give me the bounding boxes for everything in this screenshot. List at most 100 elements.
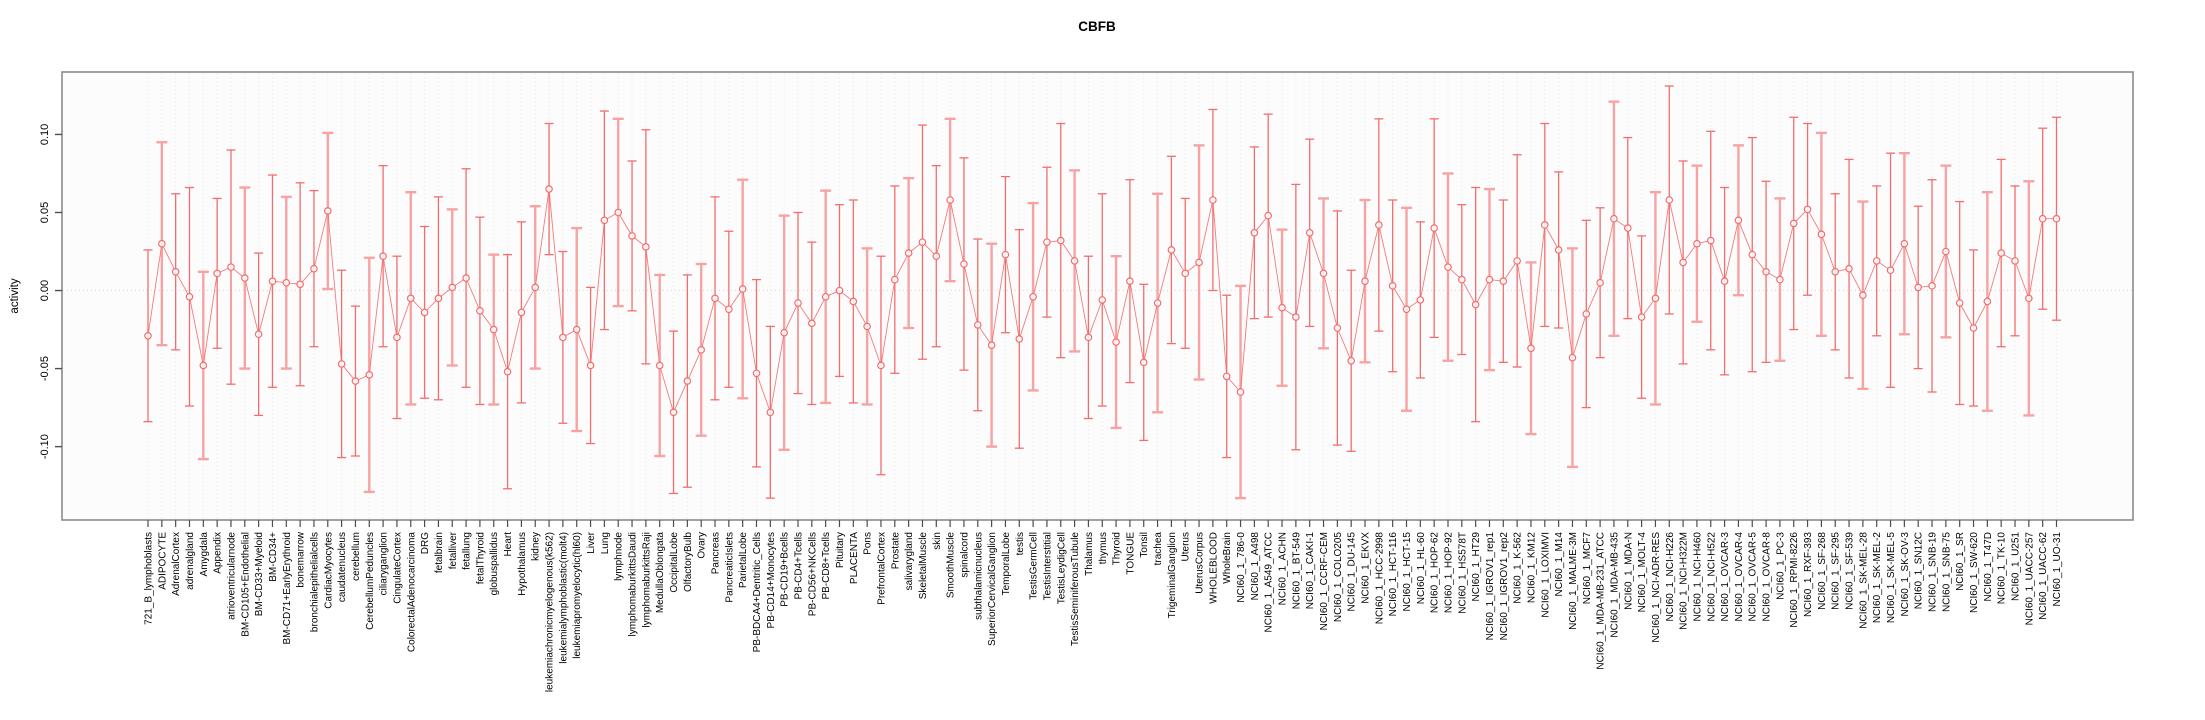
- x-tick-label: leukemiachronicmyelogenous(k562): [545, 532, 556, 692]
- data-point: [1997, 249, 2005, 257]
- x-tick-label: BM-CD34+: [268, 532, 279, 582]
- data-point: [1942, 247, 1950, 256]
- x-tick-label: BM-CD33+Myeloid: [254, 532, 265, 616]
- data-point: [1969, 324, 1978, 332]
- x-tick-label: atrioventricularnode: [226, 532, 237, 620]
- data-point: [1430, 224, 1438, 232]
- x-tick-label: Pons: [863, 532, 874, 555]
- x-tick-label: MedullaOblongata: [655, 532, 666, 614]
- x-tick-label: NCI60_1_NCI-H460: [1692, 532, 1703, 622]
- data-point: [863, 322, 871, 331]
- x-tick-label: NCI60_1_SR: [1955, 532, 1966, 591]
- data-point: [1789, 219, 1798, 228]
- x-tick-label: NCI60_1_ACHN: [1278, 532, 1289, 605]
- x-tick-label: NCI60_1_TK-10: [1997, 532, 2008, 605]
- x-tick-label: TestisGermCell: [1029, 532, 1040, 600]
- x-tick-label: globuspallidus: [489, 532, 500, 595]
- data-point: [1001, 250, 1010, 259]
- x-tick-label: Pituitary: [835, 532, 846, 568]
- x-tick-label: PB-BDCA4+Dentritic_Cells: [752, 532, 763, 652]
- x-tick-label: trachea: [1153, 532, 1164, 566]
- data-point: [1444, 263, 1452, 271]
- data-point: [628, 232, 636, 240]
- data-point: [545, 185, 553, 193]
- x-tick-label: Ovary: [697, 532, 708, 559]
- x-tick-label: PB-CD4+Tcells: [793, 532, 804, 600]
- data-point: [1250, 228, 1259, 237]
- data-point: [1264, 211, 1273, 220]
- data-point: [1983, 297, 1992, 306]
- data-point: [614, 208, 623, 217]
- x-tick-label: NCI60_1_MDA-MB-231_ATCC: [1596, 532, 1607, 670]
- data-point: [158, 239, 166, 248]
- data-point: [1153, 299, 1162, 307]
- x-tick-label: Lung: [600, 532, 611, 554]
- x-tick-label: NCI60_1_BT-549: [1291, 532, 1302, 610]
- data-point: [987, 341, 996, 349]
- x-tick-label: lymphomaburkittsRaji: [641, 532, 652, 628]
- x-tick-label: fetalbrain: [434, 532, 445, 573]
- x-tick-label: Thyroid: [1112, 532, 1123, 565]
- data-point: [1292, 313, 1300, 321]
- x-tick-label: NCI60_1_NCI-H226: [1665, 532, 1676, 622]
- data-point: [1126, 277, 1134, 285]
- x-tick-label: NCI60_1_IGROV1_rep1: [1485, 532, 1496, 641]
- x-tick-label: leukemiapromyelocytic(hl60): [572, 532, 583, 659]
- data-point: [808, 319, 816, 328]
- x-tick-label: NCI60_1_SK-MEL-2: [1872, 532, 1883, 624]
- axis-layer: -0.10 -0.05 0.00 0.05 0.10 721_B_lymphoblasts…: [39, 124, 2063, 692]
- x-tick-label: Liver: [586, 531, 597, 553]
- x-tick-label: lymphnode: [614, 532, 625, 581]
- x-tick-label: Tonsil: [1139, 532, 1150, 558]
- data-point: [406, 294, 415, 303]
- x-tick-label: fetalliver: [448, 531, 459, 569]
- x-tick-label: NCI60_1_OVCAR-5: [1748, 532, 1759, 622]
- data-point: [725, 305, 733, 314]
- x-tick-label: Amygdala: [199, 532, 210, 577]
- x-tick-label: ParietalLobe: [738, 532, 749, 589]
- x-tick-label: PrefrontalCortex: [876, 532, 887, 605]
- data-point: [891, 275, 899, 284]
- data-point: [393, 333, 401, 342]
- data-point: [738, 285, 747, 293]
- x-tick-label: PB-CD19+Bcells: [780, 532, 791, 607]
- data-point: [1803, 205, 1812, 214]
- x-tick-label: NCI60_1_OVCAR-8: [1762, 532, 1773, 622]
- data-point: [1872, 257, 1881, 265]
- x-tick-label: NCI60_1_UO-31: [2052, 532, 2063, 607]
- data-point: [1499, 277, 1508, 285]
- x-tick-label: NCI60_1_HT29: [1471, 532, 1482, 602]
- data-point: [904, 249, 913, 257]
- x-tick-label: NCI60_1_UACC-62: [2038, 532, 2049, 620]
- data-point: [1458, 275, 1466, 284]
- data-point: [683, 377, 692, 385]
- x-tick-label: NCI60_1_NCI-H322M: [1679, 532, 1690, 630]
- data-point: [1817, 230, 1826, 239]
- data-point: [2038, 214, 2047, 223]
- x-tick-label: NCI60_1_T47D: [1983, 532, 1994, 601]
- data-point: [835, 286, 844, 295]
- x-tick-label: cerebellum: [351, 532, 362, 581]
- x-tick-label: adrenalgland: [185, 532, 196, 590]
- x-tick-label: NCI60_1_A498: [1250, 532, 1261, 601]
- x-tick-label: PB-CD14+Monocytes: [766, 532, 777, 628]
- data-point: [1222, 372, 1231, 381]
- x-tick-label: CardiacMyocytes: [323, 532, 334, 609]
- x-tick-label: UterusCorpus: [1195, 532, 1206, 594]
- data-point: [1236, 388, 1245, 396]
- x-tick-label: Heart: [503, 532, 514, 557]
- data-point: [1305, 228, 1314, 237]
- data-point: [1209, 196, 1217, 204]
- x-tick-label: NCI60_1_MCF7: [1582, 532, 1593, 605]
- data-point: [1693, 239, 1701, 248]
- x-tick-label: TemporalLobe: [1001, 532, 1012, 596]
- y-tick-label: 0.10: [39, 124, 51, 145]
- data-point: [1637, 313, 1646, 321]
- data-point: [1167, 246, 1176, 254]
- x-tick-label: caudatenucleus: [337, 532, 348, 602]
- x-tick-label: NCI60_1_NCI-ADR-RES: [1651, 532, 1662, 643]
- data-point: [1375, 221, 1383, 229]
- data-point: [1513, 257, 1521, 265]
- data-point: [1859, 291, 1867, 300]
- x-tick-label: NCI60_1_HCT-116: [1388, 532, 1399, 617]
